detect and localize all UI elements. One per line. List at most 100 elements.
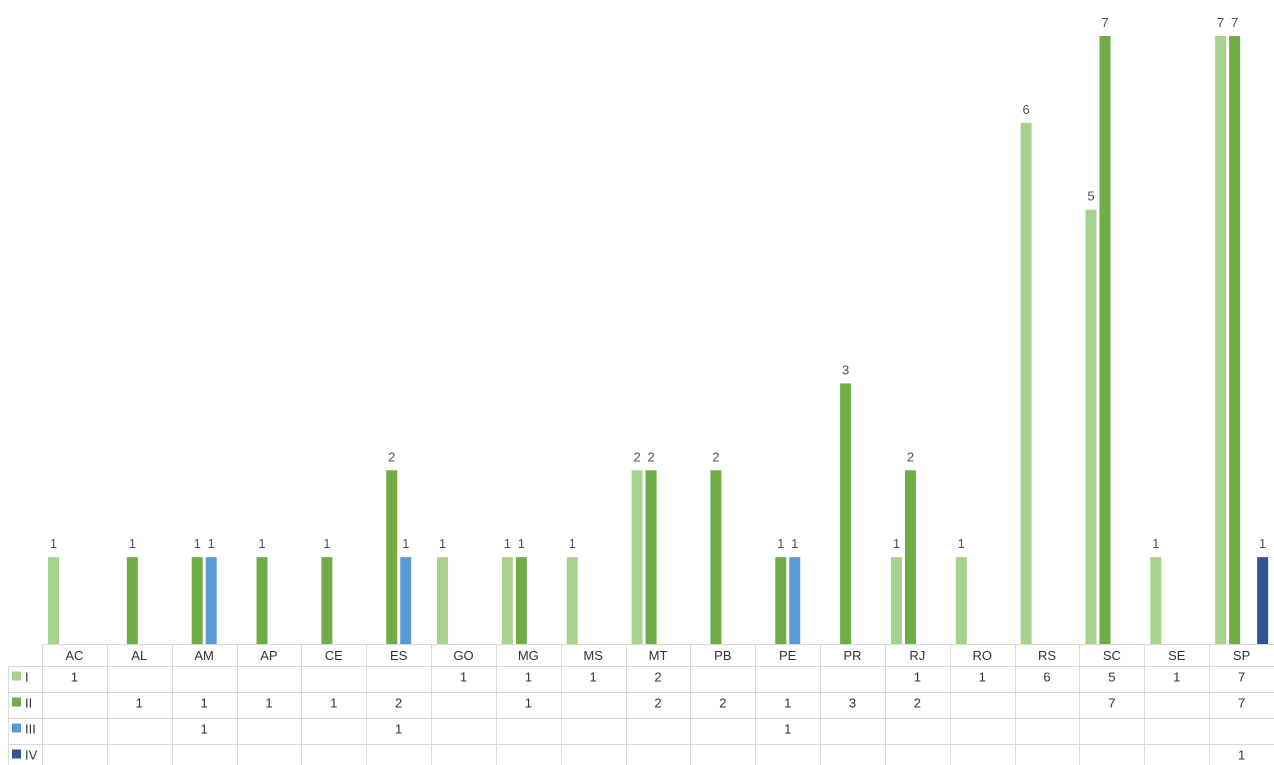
table-cell-sp-ii: 7 bbox=[1238, 696, 1245, 711]
bar-value-label: 5 bbox=[1087, 189, 1094, 204]
bar-value-label: 1 bbox=[194, 536, 201, 551]
legend-label-ii: II bbox=[25, 696, 32, 711]
category-label-pb: PB bbox=[714, 648, 731, 663]
table-cell-rj-ii: 2 bbox=[914, 696, 921, 711]
table-cell-am-iii: 1 bbox=[200, 722, 207, 737]
bar-sc-series-i bbox=[1085, 209, 1097, 644]
bar-value-label: 3 bbox=[842, 362, 849, 377]
table-cell-mt-i: 2 bbox=[654, 670, 661, 685]
bar-mg-series-i bbox=[501, 557, 513, 644]
bar-pr-series-ii bbox=[840, 383, 852, 644]
category-label-pr: PR bbox=[843, 648, 861, 663]
bar-value-label: 7 bbox=[1231, 15, 1238, 30]
legend-label-iii: III bbox=[25, 722, 36, 737]
legend-key-iv bbox=[12, 749, 21, 759]
table-cell-ac-i: 1 bbox=[71, 670, 78, 685]
table-cell-go-i: 1 bbox=[460, 670, 467, 685]
table-cell-se-i: 1 bbox=[1173, 670, 1180, 685]
bar-value-label: 1 bbox=[129, 536, 136, 551]
bar-value-label: 1 bbox=[1259, 536, 1266, 551]
category-label-am: AM bbox=[194, 648, 214, 663]
bar-ms-series-i bbox=[566, 557, 578, 644]
bar-value-label: 1 bbox=[791, 536, 798, 551]
bar-value-label: 1 bbox=[402, 536, 409, 551]
bar-value-label: 1 bbox=[439, 536, 446, 551]
bar-value-label: 1 bbox=[208, 536, 215, 551]
bar-pb-series-ii bbox=[710, 470, 722, 644]
category-label-ce: CE bbox=[325, 648, 343, 663]
bar-se-series-i bbox=[1150, 557, 1162, 644]
bar-pe-series-ii bbox=[775, 557, 787, 644]
bar-al-series-ii bbox=[126, 557, 138, 644]
table-cell-pe-iii: 1 bbox=[784, 722, 791, 737]
category-label-rj: RJ bbox=[909, 648, 925, 663]
table-cell-es-iii: 1 bbox=[395, 722, 402, 737]
bar-value-label: 6 bbox=[1023, 102, 1030, 117]
bar-sp-series-i bbox=[1215, 36, 1227, 644]
bar-mt-series-ii bbox=[645, 470, 657, 644]
table-cell-sc-ii: 7 bbox=[1108, 696, 1115, 711]
table-cell-pr-ii: 3 bbox=[849, 696, 856, 711]
bar-go-series-i bbox=[437, 557, 449, 644]
bar-value-label: 1 bbox=[518, 536, 525, 551]
category-label-ro: RO bbox=[972, 648, 992, 663]
table-cell-mg-i: 1 bbox=[525, 670, 532, 685]
bar-rj-series-i bbox=[890, 557, 902, 644]
legend-key-ii bbox=[12, 697, 21, 707]
bar-sp-series-iv bbox=[1257, 557, 1269, 644]
legend-label-iv: IV bbox=[25, 748, 38, 763]
bar-am-series-ii bbox=[191, 557, 203, 644]
table-cell-sc-i: 5 bbox=[1108, 670, 1115, 685]
table-cell-ro-i: 1 bbox=[979, 670, 986, 685]
legend-key-i bbox=[12, 671, 21, 681]
category-label-ap: AP bbox=[260, 648, 277, 663]
bar-mt-series-i bbox=[631, 470, 643, 644]
category-label-go: GO bbox=[453, 648, 473, 663]
bar-value-label: 1 bbox=[323, 536, 330, 551]
bar-value-label: 1 bbox=[1152, 536, 1159, 551]
bar-value-label: 2 bbox=[712, 449, 719, 464]
category-label-ms: MS bbox=[583, 648, 603, 663]
bar-am-series-iii bbox=[205, 557, 217, 644]
data-table: AC AL AM AP CE ES GO MG MS MT PB PE PR RJ RO RS SC SE SP I 1… bbox=[8, 644, 1274, 765]
bar-sp-series-ii bbox=[1229, 36, 1241, 644]
table-cell-pe-ii: 1 bbox=[784, 696, 791, 711]
bar-value-label: 1 bbox=[258, 536, 265, 551]
table-cell-sp-i: 7 bbox=[1238, 670, 1245, 685]
bar-es-series-iii bbox=[400, 557, 412, 644]
bar-ro-series-i bbox=[955, 557, 967, 644]
table-cell-ms-i: 1 bbox=[590, 670, 597, 685]
category-label-sc: SC bbox=[1103, 648, 1121, 663]
bar-es-series-ii bbox=[386, 470, 398, 644]
bar-mg-series-ii bbox=[515, 557, 527, 644]
bar-value-label: 2 bbox=[647, 449, 654, 464]
bar-value-label: 1 bbox=[893, 536, 900, 551]
table-cell-rj-i: 1 bbox=[914, 670, 921, 685]
bar-group bbox=[48, 36, 1269, 645]
bar-value-label: 1 bbox=[569, 536, 576, 551]
legend-label-i: I bbox=[25, 670, 29, 685]
category-label-rs: RS bbox=[1038, 648, 1056, 663]
table-cell-mg-ii: 1 bbox=[525, 696, 532, 711]
bar-value-label: 1 bbox=[50, 536, 57, 551]
bar-ac-series-i bbox=[48, 557, 59, 644]
category-label-mg: MG bbox=[518, 648, 539, 663]
bar-pe-series-iii bbox=[789, 557, 801, 644]
legend-key-iii bbox=[12, 723, 21, 733]
bar-sc-series-ii bbox=[1099, 36, 1111, 644]
bar-ap-series-ii bbox=[256, 557, 268, 644]
bar-value-label: 2 bbox=[907, 449, 914, 464]
table-cell-pb-ii: 2 bbox=[719, 696, 726, 711]
bar-value-label: 2 bbox=[388, 449, 395, 464]
bar-value-label: 7 bbox=[1217, 15, 1224, 30]
bar-value-label: 1 bbox=[958, 536, 965, 551]
bar-value-label: 2 bbox=[633, 449, 640, 464]
bar-value-label: 1 bbox=[504, 536, 511, 551]
table-cell-es-ii: 2 bbox=[395, 696, 402, 711]
bar-rs-series-i bbox=[1020, 122, 1032, 645]
table-cell-al-ii: 1 bbox=[136, 696, 143, 711]
category-label-se: SE bbox=[1168, 648, 1186, 663]
category-label-pe: PE bbox=[779, 648, 797, 663]
table-cell-am-ii: 1 bbox=[200, 696, 207, 711]
